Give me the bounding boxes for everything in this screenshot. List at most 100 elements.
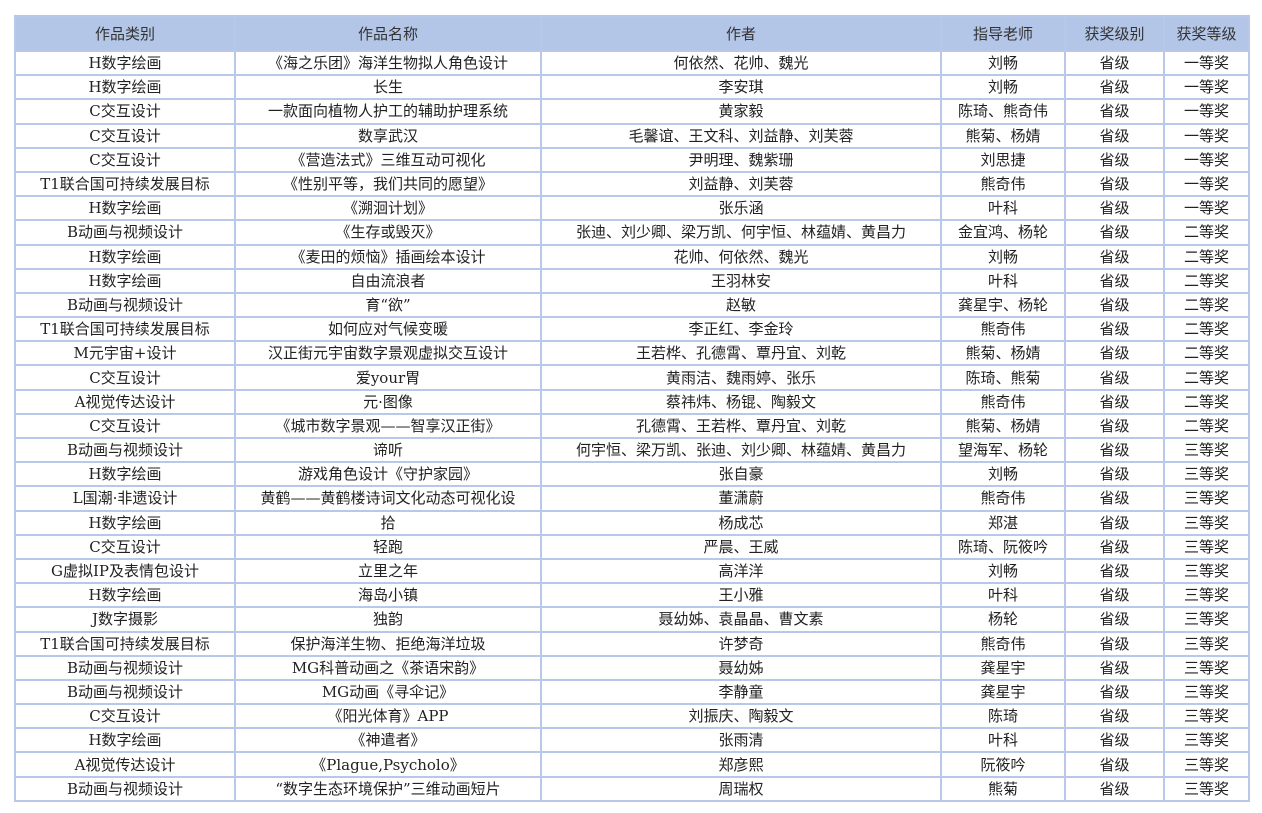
cell-authors: 张自豪 [540,461,942,488]
cell-award-grade: 二等奖 [1163,388,1250,415]
cell-award-grade: 三等奖 [1163,557,1250,585]
cell-category: B动画与视频设计 [14,436,236,464]
cell-advisor: 熊奇伟 [940,388,1066,415]
cell-advisor: 郑湛 [940,509,1066,536]
header-authors: 作者 [540,15,942,52]
cell-advisor: 熊奇伟 [940,170,1066,198]
table-row: H数字绘画 《海之乐团》海洋生物拟人角色设计 何依然、花帅、魏光 刘畅 省级 一等奖 [14,49,1250,77]
cell-advisor: 叶科 [940,727,1066,754]
cell-advisor: 金宜鸿、杨轮 [940,219,1066,246]
cell-award-level: 省级 [1064,267,1165,294]
cell-category: C交互设计 [14,533,236,560]
header-title: 作品名称 [234,15,542,52]
cell-award-level: 省级 [1064,485,1165,512]
cell-award-level: 省级 [1064,340,1165,367]
cell-advisor: 叶科 [940,195,1066,222]
cell-award-grade: 三等奖 [1163,727,1250,754]
cell-award-grade: 三等奖 [1163,703,1250,730]
cell-award-level: 省级 [1064,316,1165,343]
cell-award-grade: 三等奖 [1163,461,1250,488]
header-advisor: 指导老师 [940,15,1066,52]
cell-authors: 何宇恒、梁万凯、张迪、刘少卿、林蕴婧、黄昌力 [540,436,942,464]
cell-authors: 何依然、花帅、魏光 [540,49,942,77]
cell-award-grade: 三等奖 [1163,485,1250,512]
header-award-level: 获奖级别 [1064,15,1165,52]
cell-category: H数字绘画 [14,74,236,101]
table-row: C交互设计 爱your胃 黄雨洁、魏雨婷、张乐 陈琦、熊菊 省级 二等奖 [14,364,1250,391]
cell-award-level: 省级 [1064,49,1165,77]
cell-award-level: 省级 [1064,388,1165,415]
table-row: B动画与视频设计 MG科普动画之《茶语宋韵》 聂幼姊 龚星宇 省级 三等奖 [14,654,1250,681]
cell-category: B动画与视频设计 [14,291,236,319]
cell-title: 游戏角色设计《守护家园》 [234,461,542,488]
cell-title: 长生 [234,74,542,101]
cell-category: C交互设计 [14,412,236,440]
cell-authors: 毛馨谊、王文科、刘益静、刘芙蓉 [540,122,942,149]
cell-title: 黄鹤——黄鹤楼诗词文化动态可视化设 [234,485,542,512]
cell-advisor: 刘畅 [940,461,1066,488]
cell-authors: 许梦奇 [540,630,942,657]
cell-award-grade: 三等奖 [1163,751,1250,778]
cell-award-grade: 二等奖 [1163,243,1250,270]
table-row: A视觉传达设计 《Plague,Psycholo》 郑彦熙 阮筱吟 省级 三等奖 [14,751,1250,778]
cell-award-level: 省级 [1064,606,1165,633]
cell-award-level: 省级 [1064,170,1165,198]
cell-award-level: 省级 [1064,291,1165,319]
cell-advisor: 刘思捷 [940,146,1066,173]
cell-award-grade: 一等奖 [1163,122,1250,149]
cell-category: A视觉传达设计 [14,388,236,415]
cell-award-level: 省级 [1064,533,1165,560]
cell-award-grade: 三等奖 [1163,630,1250,657]
table-row: T1联合国可持续发展目标 《性别平等，我们共同的愿望》 刘益静、刘芙蓉 熊奇伟 省级 一等… [14,170,1250,198]
cell-authors: 孔德霄、王若桦、覃丹宜、刘乾 [540,412,942,440]
cell-authors: 李安琪 [540,74,942,101]
cell-award-level: 省级 [1064,243,1165,270]
cell-authors: 董潇蔚 [540,485,942,512]
cell-award-grade: 三等奖 [1163,654,1250,681]
cell-advisor: 熊奇伟 [940,630,1066,657]
table-row: H数字绘画拾杨成芯 郑湛 省级 三等奖 [14,509,1250,536]
cell-authors: 张雨清 [540,727,942,754]
table-row: B动画与视频设计 育“欲” 赵敏 龚星宇、杨轮 省级 二等奖 [14,291,1250,319]
cell-advisor: 刘畅 [940,74,1066,101]
cell-award-level: 省级 [1064,146,1165,173]
awards-table: 作品类别 作品名称 作者 指导老师 获奖级别 获奖等级 H数字绘画 《海之乐团》海… [14,15,1250,802]
cell-award-grade: 三等奖 [1163,775,1250,802]
cell-category: C交互设计 [14,122,236,149]
cell-category: H数字绘画 [14,267,236,294]
cell-category: H数字绘画 [14,582,236,609]
cell-award-grade: 一等奖 [1163,170,1250,198]
cell-advisor: 熊菊、杨婧 [940,340,1066,367]
cell-advisor: 陈琦、阮筱吟 [940,533,1066,560]
cell-award-grade: 一等奖 [1163,146,1250,173]
cell-authors: 刘振庆、陶毅文 [540,703,942,730]
cell-award-level: 省级 [1064,364,1165,391]
table-row: T1联合国可持续发展目标 保护海洋生物、拒绝海洋垃圾 许梦奇 熊奇伟 省级 三等奖 [14,630,1250,657]
cell-advisor: 陈琦 [940,703,1066,730]
cell-category: H数字绘画 [14,461,236,488]
table-row: H数字绘画 《麦田的烦恼》插画绘本设计 花帅、何依然、魏光 刘畅 省级 二等奖 [14,243,1250,270]
cell-title: 《性别平等，我们共同的愿望》 [234,170,542,198]
cell-advisor: 陈琦、熊菊 [940,364,1066,391]
cell-title: 独韵 [234,606,542,633]
table-row: H数字绘画 游戏角色设计《守护家园》 张自豪 刘畅 省级 三等奖 [14,461,1250,488]
cell-award-grade: 一等奖 [1163,49,1250,77]
cell-title: 爱your胃 [234,364,542,391]
cell-award-level: 省级 [1064,412,1165,440]
table-row: C交互设计 《阳光体育》APP 刘振庆、陶毅文 陈琦 省级 三等奖 [14,703,1250,730]
cell-title: 《溯洄计划》 [234,195,542,222]
header-row: 作品类别 作品名称 作者 指导老师 获奖级别 获奖等级 [14,15,1250,52]
cell-title: 元·图像 [234,388,542,415]
cell-advisor: 望海军、杨轮 [940,436,1066,464]
cell-title: MG动画《寻伞记》 [234,678,542,706]
cell-authors: 李静童 [540,678,942,706]
cell-award-level: 省级 [1064,654,1165,681]
cell-award-level: 省级 [1064,195,1165,222]
cell-award-grade: 二等奖 [1163,316,1250,343]
cell-advisor: 杨轮 [940,606,1066,633]
cell-title: 拾 [234,509,542,536]
cell-category: H数字绘画 [14,243,236,270]
cell-title: 保护海洋生物、拒绝海洋垃圾 [234,630,542,657]
cell-advisor: 龚星宇 [940,678,1066,706]
cell-category: T1联合国可持续发展目标 [14,316,236,343]
